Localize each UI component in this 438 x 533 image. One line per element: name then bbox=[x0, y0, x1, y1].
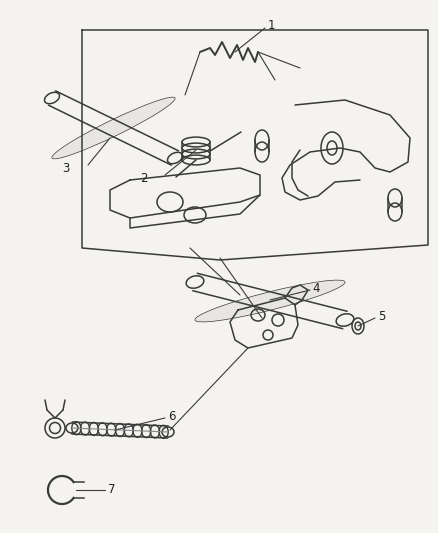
Text: 5: 5 bbox=[377, 310, 385, 322]
Text: 3: 3 bbox=[62, 161, 69, 174]
Text: 1: 1 bbox=[267, 19, 275, 31]
Text: 2: 2 bbox=[140, 172, 147, 184]
Ellipse shape bbox=[52, 97, 175, 159]
Ellipse shape bbox=[194, 280, 344, 322]
Text: 7: 7 bbox=[108, 483, 115, 497]
Text: 6: 6 bbox=[168, 409, 175, 423]
Text: 4: 4 bbox=[311, 281, 319, 295]
